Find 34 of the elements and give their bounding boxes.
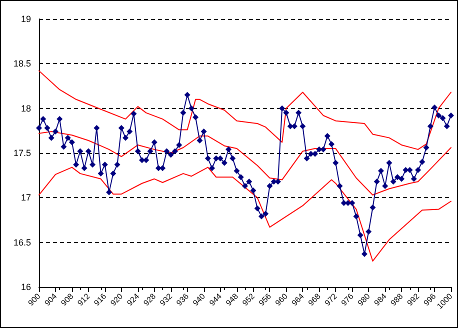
y-tick-label: 19	[20, 14, 31, 24]
x-tick-label: 996	[422, 291, 438, 308]
x-tick-label: 904	[42, 291, 60, 308]
line-series	[38, 166, 452, 262]
x-tick-label: 948	[224, 291, 240, 308]
y-tick-label: 17	[20, 192, 31, 203]
x-tick-label: 984	[372, 291, 389, 308]
x-tick-label: 964	[290, 291, 306, 308]
x-tick-label: 936	[174, 291, 191, 308]
x-tick-label: 908	[59, 291, 76, 308]
x-tick-label: 956	[257, 291, 274, 308]
x-tick-label: 980	[356, 291, 372, 308]
x-tick-label: 932	[158, 291, 174, 308]
x-tick-label: 900	[26, 291, 43, 308]
x-tick-label: 916	[92, 291, 108, 308]
x-tick-label: 988	[388, 291, 406, 308]
y-tick-label: 17.5	[13, 148, 31, 158]
x-tick-label: 992	[405, 291, 422, 308]
y-tick-label: 16	[20, 282, 31, 292]
x-tick-label: 976	[340, 291, 356, 308]
x-tick-label: 968	[306, 291, 323, 308]
x-tick-label: 944	[208, 291, 224, 308]
x-tick-label: 920	[108, 291, 125, 308]
x-tick-label: 912	[76, 291, 92, 308]
x-tick-label: 924	[125, 291, 142, 308]
y-tick-label: 16.5	[13, 237, 31, 248]
line-series	[38, 70, 452, 150]
x-tick-label: 940	[191, 291, 208, 308]
x-tick-label: 952	[240, 291, 257, 308]
y-tick-label: 18.5	[13, 58, 31, 69]
x-tick-label: 928	[142, 291, 158, 308]
y-tick-label: 18	[20, 103, 31, 114]
x-tick-label: 972	[323, 291, 340, 308]
x-tick-label: 960	[274, 291, 290, 308]
